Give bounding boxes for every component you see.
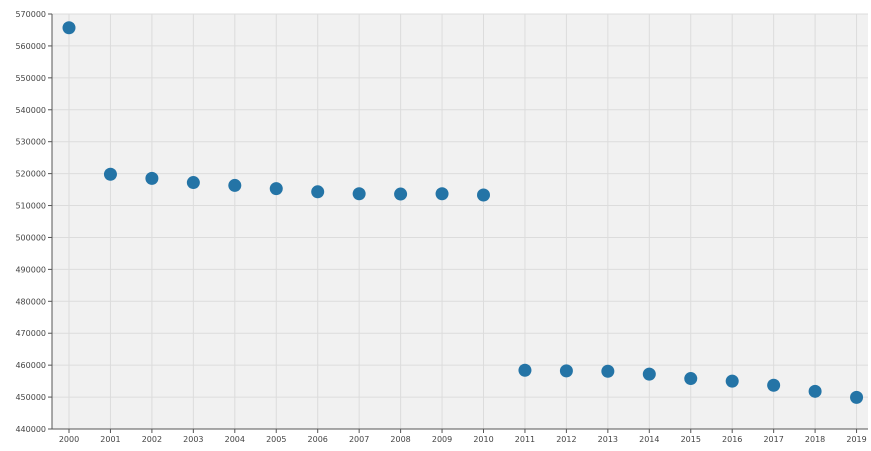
x-tick-label: 2016 — [722, 435, 742, 444]
y-tick-label: 510000 — [15, 202, 46, 211]
x-tick-label: 2001 — [100, 435, 120, 444]
y-tick-label: 480000 — [15, 297, 46, 306]
data-points — [62, 21, 864, 404]
data-point — [269, 182, 283, 196]
y-tick-label: 520000 — [15, 170, 46, 179]
y-tick-labels: 440000 450000 460000 470000 480000 490000 5000… — [15, 10, 46, 434]
x-tick-labels: 2000 2001 2002 2003 2004 2005 2006 2007 2008 2009… — [59, 435, 867, 444]
x-tick-label: 2013 — [598, 435, 618, 444]
x-tick-label: 2006 — [308, 435, 328, 444]
x-tick-label: 2003 — [183, 435, 203, 444]
y-tick-label: 460000 — [15, 361, 46, 370]
x-tick-label: 2014 — [639, 435, 659, 444]
plot-background — [52, 14, 868, 429]
data-point — [352, 187, 366, 201]
x-tick-label: 2018 — [805, 435, 825, 444]
x-tick-label: 2019 — [846, 435, 866, 444]
y-tick-label: 550000 — [15, 74, 46, 83]
x-tick-label: 2012 — [556, 435, 576, 444]
data-point — [228, 178, 242, 192]
data-point — [62, 21, 76, 35]
data-point — [477, 188, 490, 202]
data-point — [642, 367, 656, 381]
y-tick-label: 500000 — [15, 233, 46, 242]
data-point — [186, 176, 200, 190]
y-tick-label: 540000 — [15, 106, 46, 115]
y-tick-label: 470000 — [15, 329, 46, 338]
y-tick-label: 450000 — [15, 393, 46, 402]
y-tick-label: 560000 — [15, 42, 46, 51]
x-tick-label: 2000 — [59, 435, 79, 444]
axes — [48, 13, 868, 433]
x-tick-label: 2004 — [225, 435, 245, 444]
data-point — [435, 187, 449, 201]
y-tick-label: 440000 — [15, 425, 46, 434]
data-point — [684, 372, 698, 386]
grid-lines — [52, 13, 868, 430]
x-tick-label: 2011 — [515, 435, 535, 444]
data-point — [601, 364, 615, 378]
x-tick-label: 2017 — [763, 435, 783, 444]
y-tick-label: 570000 — [15, 10, 46, 19]
data-point — [394, 187, 408, 201]
x-tick-label: 2005 — [266, 435, 286, 444]
data-point — [850, 390, 864, 404]
data-point — [808, 384, 822, 398]
data-point — [145, 171, 159, 185]
data-point — [559, 364, 573, 378]
y-tick-label: 530000 — [15, 138, 46, 147]
x-tick-label: 2008 — [390, 435, 410, 444]
data-point — [311, 185, 325, 199]
data-point — [725, 374, 739, 388]
y-tick-label: 490000 — [15, 265, 46, 274]
data-point — [767, 378, 781, 392]
x-tick-label: 2015 — [681, 435, 701, 444]
x-tick-label: 2010 — [473, 435, 493, 444]
data-point — [518, 363, 532, 377]
x-tick-label: 2007 — [349, 435, 369, 444]
data-point — [103, 167, 117, 181]
x-tick-label: 2009 — [432, 435, 452, 444]
x-tick-label: 2002 — [142, 435, 162, 444]
